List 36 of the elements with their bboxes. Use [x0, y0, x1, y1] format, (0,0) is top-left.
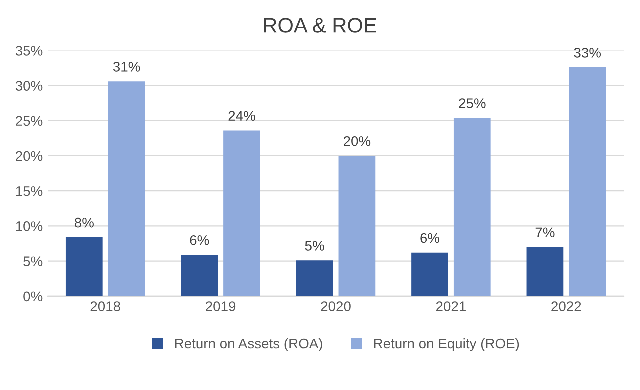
data-label: 6% [190, 235, 210, 246]
data-label: 31% [113, 62, 140, 72]
bar [224, 130, 260, 296]
data-label: 5% [305, 241, 324, 251]
legend-label: Return on Assets (ROA) [175, 338, 322, 352]
chart-title: ROA & ROE [264, 18, 376, 33]
data-label: 7% [536, 228, 555, 238]
data-label: 25% [459, 98, 486, 108]
bar [569, 68, 606, 296]
y-tick-label: 5% [24, 256, 43, 266]
y-tick-label: 30% [16, 81, 43, 91]
data-label: 8% [74, 218, 94, 228]
y-tick-label: 15% [16, 186, 43, 196]
bar [412, 252, 448, 296]
bar [338, 156, 376, 296]
y-tick-label: 35% [16, 46, 43, 56]
bar [526, 247, 564, 296]
x-tick-label: 2018 [90, 302, 120, 312]
x-tick-label: 2021 [436, 302, 466, 312]
x-tick-label: 2020 [321, 302, 351, 312]
legend-label: Return on Equity (ROE) [374, 338, 520, 352]
data-label: 24% [228, 111, 256, 121]
x-tick-label: 2019 [206, 302, 236, 312]
data-label: 6% [420, 233, 440, 244]
y-tick-label: 10% [16, 222, 43, 232]
bar [66, 237, 103, 296]
data-label: 20% [344, 136, 371, 146]
bar [454, 118, 491, 296]
y-tick-label: 20% [16, 151, 43, 162]
x-tick-label: 2022 [552, 302, 582, 312]
bar [181, 254, 218, 296]
bar [296, 260, 334, 296]
y-tick-label: 0% [24, 292, 43, 302]
bar [108, 82, 146, 296]
y-tick-label: 25% [16, 116, 43, 126]
data-label: 33% [574, 48, 601, 58]
